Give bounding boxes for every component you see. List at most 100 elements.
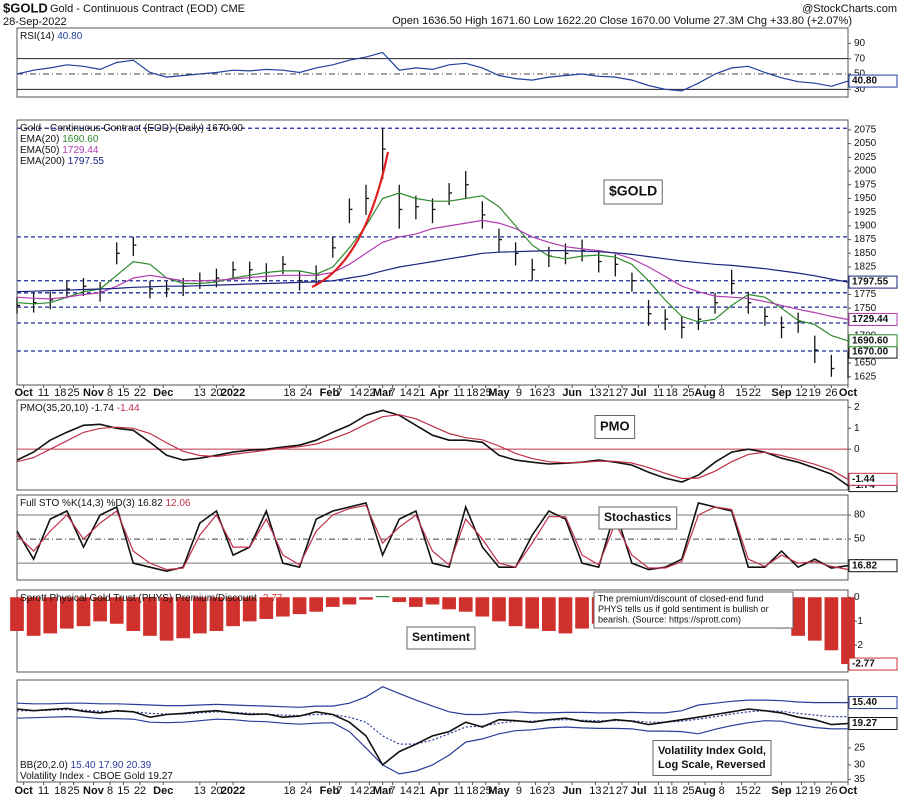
series-line — [16, 502, 849, 573]
bar — [409, 597, 423, 607]
y-tick-label: 90 — [854, 38, 866, 49]
legend-entry: EMA(200) 1797.55 — [20, 156, 104, 167]
bar — [60, 597, 74, 629]
legend-value: 1690.60 — [62, 134, 99, 145]
x-tick-label: 15 — [117, 387, 129, 399]
annotation-text: Volatility Index Gold, — [658, 745, 766, 757]
bar — [807, 597, 822, 641]
bar — [824, 597, 839, 651]
value-box — [848, 312, 898, 326]
y-tick-label: 2025 — [854, 152, 877, 163]
annotation-text: Sentiment — [412, 630, 470, 644]
x-tick-label: 8 — [719, 785, 725, 797]
x-tick-label: Mar — [373, 785, 393, 797]
annotation-box — [598, 506, 678, 530]
y-tick-label: 2050 — [854, 138, 877, 149]
bar — [575, 597, 589, 629]
x-tick-label: 18 — [466, 387, 478, 399]
x-tick-label: 21 — [413, 785, 425, 797]
value-box-label: 19.27 — [852, 718, 877, 729]
y-tick-label: 50 — [854, 534, 866, 545]
quote: Open 1636.50 High 1671.60 Low 1622.20 Cl… — [392, 15, 852, 27]
x-tick-label: 22 — [749, 387, 761, 399]
x-tick-label: 22 — [749, 785, 761, 797]
bar — [442, 597, 456, 610]
x-tick-label: 16 — [529, 785, 541, 797]
y-tick-label: 0 — [854, 444, 860, 455]
y-tick-label: 1750 — [854, 303, 877, 314]
y-tick-label: 1875 — [854, 234, 877, 245]
x-tick-label: 9 — [516, 785, 522, 797]
value-box — [848, 74, 898, 88]
legend-name: PMO(35,20,10) — [20, 403, 88, 414]
x-tick-label: Feb — [320, 387, 340, 399]
value-box-label: 15.40 — [852, 697, 877, 708]
bar — [159, 597, 174, 641]
y-tick-label: 50 — [854, 69, 866, 80]
legend-value: 15.40 — [71, 760, 96, 771]
x-tick-label: 18 — [54, 785, 66, 797]
legend-name: EMA(20) — [20, 134, 59, 145]
chart-date: 28-Sep-2022 — [3, 16, 67, 28]
x-tick-label: 14 — [400, 387, 412, 399]
x-tick-label: Jun — [562, 387, 582, 399]
x-tick-label: 19 — [809, 785, 821, 797]
annotation-box — [652, 740, 772, 776]
x-tick-label: 7 — [390, 785, 396, 797]
bar — [325, 597, 340, 607]
value-box — [848, 275, 898, 289]
annotation-text: Log Scale, Reversed — [658, 759, 766, 771]
x-tick-label: Jul — [631, 785, 647, 797]
annotation-text: Stochastics — [604, 510, 672, 524]
x-tick-label: 11 — [38, 785, 49, 797]
bar — [176, 597, 191, 639]
x-tick-label: 18 — [666, 785, 678, 797]
legend-name: Gold - Continuous Contract (EOD) (Daily) — [20, 123, 204, 134]
bar — [43, 597, 58, 634]
y-tick-label: 1900 — [854, 221, 877, 232]
value-box-label: 1670.00 — [852, 347, 889, 358]
x-tick-label: 26 — [825, 387, 837, 399]
x-tick-label: Jun — [562, 785, 582, 797]
annotation-box — [406, 626, 476, 650]
x-tick-label: May — [488, 785, 510, 797]
legend-entry: BB(20,2.0) 15.40 17.90 20.39 — [20, 760, 152, 771]
y-tick-label: 80 — [854, 510, 866, 521]
legend-entry: Full STO %K(14,3) %D(3) 16.82 12.06 — [20, 498, 191, 509]
x-tick-label: 15 — [117, 785, 129, 797]
value-box-label: 40.80 — [852, 76, 877, 87]
legend-value: 16.82 — [138, 498, 163, 509]
y-tick-label: 70 — [854, 53, 866, 64]
y-tick-label: 30 — [854, 84, 866, 95]
x-tick-label: 23 — [543, 785, 555, 797]
annotation: Sentiment — [406, 626, 476, 650]
y-tick-label: -1 — [854, 616, 863, 627]
y-tick-label: 0 — [854, 592, 860, 603]
x-tick-label: 13 — [589, 387, 601, 399]
bar — [309, 597, 324, 612]
bar — [209, 597, 224, 631]
legend-entry: Gold - Continuous Contract (EOD) (Daily)… — [20, 123, 243, 134]
bar — [791, 597, 805, 636]
x-tick-label: Dec — [153, 387, 173, 399]
legend-value: -1.74 — [91, 403, 114, 414]
x-tick-label: 18 — [666, 387, 678, 399]
x-tick-label: 25 — [682, 785, 694, 797]
series-line — [17, 708, 848, 745]
x-tick-label: 22 — [363, 785, 375, 797]
legend-value: 17.90 — [98, 760, 123, 771]
x-tick-label: Sep — [771, 785, 791, 797]
bar — [226, 597, 240, 627]
legend-value: 20.39 — [126, 760, 151, 771]
note-text: bearish. (Source: https://sprott.com) — [598, 614, 741, 624]
note-text: The premium/discount of closed-end fund — [598, 593, 764, 603]
x-tick-label: 21 — [603, 387, 615, 399]
x-tick-label: 14 — [400, 785, 412, 797]
x-tick-label: 8 — [107, 387, 113, 399]
y-tick-label: 2075 — [854, 125, 877, 136]
legend-value: 19.27 — [148, 771, 173, 782]
bar — [143, 597, 157, 636]
legend-value: 40.80 — [57, 31, 82, 42]
x-tick-label: 14 — [350, 785, 362, 797]
note-text: PHYS tells us if gold sentiment is bulli… — [598, 604, 769, 614]
